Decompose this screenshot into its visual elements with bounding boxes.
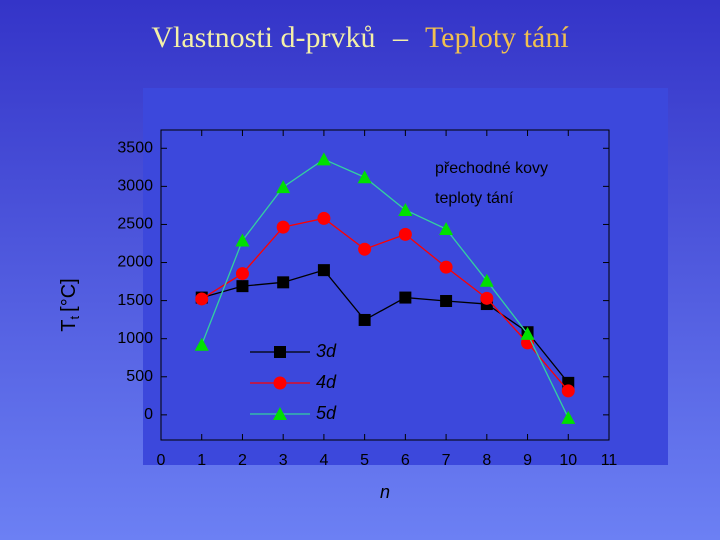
marker: [358, 242, 372, 256]
marker: [561, 410, 576, 424]
marker: [276, 220, 290, 234]
x-tick-label: 11: [601, 452, 618, 469]
marker: [235, 233, 250, 247]
marker: [276, 180, 291, 194]
y-tick-label: 3500: [117, 139, 153, 156]
marker: [317, 264, 330, 277]
y-tick-label: 2500: [117, 216, 153, 233]
marker: [195, 292, 209, 306]
marker: [236, 280, 249, 293]
legend-marker: [273, 407, 287, 420]
marker: [439, 260, 453, 274]
marker: [235, 267, 249, 281]
x-tick-label: 10: [559, 452, 577, 469]
y-label-main: T: [58, 319, 80, 331]
title-part: Vlastnosti d-prvků: [151, 21, 375, 54]
annotation: přechodné kovy: [435, 160, 548, 177]
marker: [358, 313, 371, 326]
y-tick-label: 500: [126, 368, 153, 385]
marker: [561, 384, 575, 398]
legend-label: 5d: [316, 403, 337, 423]
y-tick-label: 2000: [117, 254, 153, 271]
series-line: [201, 217, 569, 392]
marker: [440, 294, 453, 307]
marker: [194, 337, 209, 351]
marker: [479, 273, 494, 287]
y-tick-label: 1000: [117, 330, 153, 347]
x-axis-label: n: [380, 482, 390, 502]
x-tick-label: 8: [482, 452, 491, 469]
x-tick-label: 2: [238, 452, 247, 469]
marker: [277, 276, 290, 289]
x-tick-label: 0: [157, 452, 166, 469]
marker: [398, 227, 412, 241]
y-tick-label: 1500: [117, 292, 153, 309]
y-axis-label: Tt [°C]: [58, 278, 82, 331]
marker: [317, 211, 331, 225]
x-tick-label: 4: [319, 452, 328, 469]
x-tick-label: 7: [442, 452, 451, 469]
marker: [480, 291, 494, 305]
legend-label: 3d: [316, 341, 337, 361]
annotation: teploty tání: [435, 190, 514, 207]
x-tick-label: 6: [401, 452, 410, 469]
x-tick-label: 1: [197, 452, 206, 469]
marker: [316, 152, 331, 166]
series-line: [201, 269, 569, 384]
marker: [398, 202, 413, 216]
series-line: [201, 158, 569, 419]
y-label-unit: [°C]: [58, 278, 80, 312]
chart-panel: [143, 88, 668, 465]
marker: [399, 291, 412, 304]
title-dash: –: [392, 21, 409, 54]
y-tick-label: 3000: [117, 178, 153, 195]
plot-frame: [160, 129, 610, 441]
x-tick-label: 3: [279, 452, 288, 469]
slide-title: Vlastnosti d-prvků – Teploty tání: [151, 21, 569, 54]
marker: [439, 222, 454, 236]
legend-marker: [273, 376, 287, 390]
title-part: Teploty tání: [425, 21, 569, 54]
y-label-sub: t: [67, 315, 82, 319]
legend-label: 4d: [316, 372, 337, 392]
legend-marker: [274, 346, 286, 358]
x-tick-label: 5: [360, 452, 369, 469]
y-tick-label: 0: [144, 406, 153, 423]
x-tick-label: 9: [523, 452, 532, 469]
marker: [520, 326, 535, 340]
marker: [357, 170, 372, 184]
